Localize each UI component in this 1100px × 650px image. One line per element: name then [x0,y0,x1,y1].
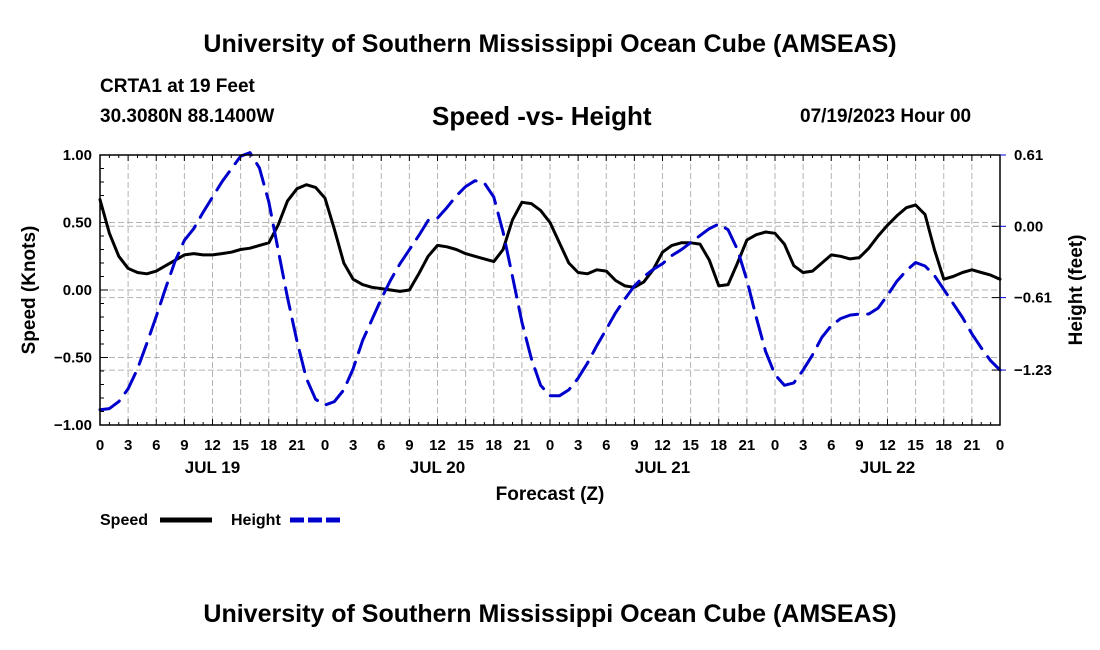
footer-title: University of Southern Mississippi Ocean… [203,600,897,628]
station-coordinates: 30.3080N 88.1400W [100,106,275,127]
x-tick-label: 21 [514,437,531,454]
x-tick-label: 15 [232,437,249,454]
y-tick-label: −0.50 [54,350,92,367]
chart-subtitle: Speed -vs- Height [432,101,652,131]
x-tick-label: 12 [429,437,446,454]
x-tick-label: 12 [204,437,221,454]
date-label: JUL 19 [185,458,240,477]
x-tick-label: 0 [546,437,554,454]
x-tick-label: 3 [124,437,132,454]
legend-label-height: Height [231,512,281,529]
grid [100,154,1000,425]
forecast-datetime: 07/19/2023 Hour 00 [800,106,972,127]
x-tick-label: 6 [377,437,385,454]
date-label: JUL 20 [410,458,465,477]
x-tick-label: 6 [152,437,160,454]
x-tick-label: 0 [321,437,329,454]
x-axis-label: Forecast (Z) [496,484,605,505]
x-tick-label: 12 [879,437,896,454]
x-tick-label: 18 [485,437,502,454]
date-label: JUL 21 [635,458,690,477]
series-line-speed [98,183,1002,293]
x-tick-label: 21 [964,437,981,454]
x-tick-label: 3 [574,437,582,454]
x-tick-label: 18 [935,437,952,454]
date-label: JUL 22 [860,458,915,477]
x-tick-label: 21 [289,437,306,454]
y2-tick-label: −1.23 [1014,362,1052,379]
x-tick-label: 12 [654,437,671,454]
y-tick-label: 0.00 [63,282,92,299]
y2-tick-label: 0.61 [1014,147,1043,164]
y2-tick-label: 0.00 [1014,218,1043,235]
x-tick-label: 21 [739,437,756,454]
x-tick-label: 9 [630,437,638,454]
y2-axis-label: Height (feet) [1066,235,1087,346]
x-tick-label: 15 [457,437,474,454]
y-tick-label: 0.50 [63,215,92,232]
series-line-height [98,151,1002,412]
x-axis: 0 3 6 9 12 15 18 21 0 3 6 9 12 15 18 21 0 3 6 9 12 15 18 21 0 3 6 9… [96,155,1004,477]
x-tick-label: 0 [771,437,779,454]
series-layer [98,151,1002,412]
x-tick-label: 15 [682,437,699,454]
station-label: CRTA1 at 19 Feet [100,76,255,97]
x-tick-label: 9 [180,437,188,454]
x-tick-label: 9 [405,437,413,454]
x-tick-label: 3 [349,437,357,454]
legend-label-speed: Speed [100,512,148,529]
x-tick-label: 18 [260,437,277,454]
y-tick-label: −1.00 [54,417,92,434]
y2-tick-label: −0.61 [1014,290,1052,307]
x-tick-label: 18 [710,437,727,454]
x-tick-label: 0 [96,437,104,454]
x-tick-label: 6 [827,437,835,454]
x-tick-label: 15 [907,437,924,454]
y-axis-label: Speed (Knots) [19,226,40,355]
x-tick-label: 9 [855,437,863,454]
x-tick-label: 3 [799,437,807,454]
legend: Speed Height [100,512,342,529]
x-tick-label: 6 [602,437,610,454]
y-tick-label: 1.00 [63,147,92,164]
chart-title: University of Southern Mississippi Ocean… [203,30,897,58]
y-axis-right: 0.61 0.00 −0.61 −1.23 [992,147,1052,379]
x-tick-label: 0 [996,437,1004,454]
y-axis-left: −1.00 −0.50 0.00 0.50 1.00 [54,147,108,434]
